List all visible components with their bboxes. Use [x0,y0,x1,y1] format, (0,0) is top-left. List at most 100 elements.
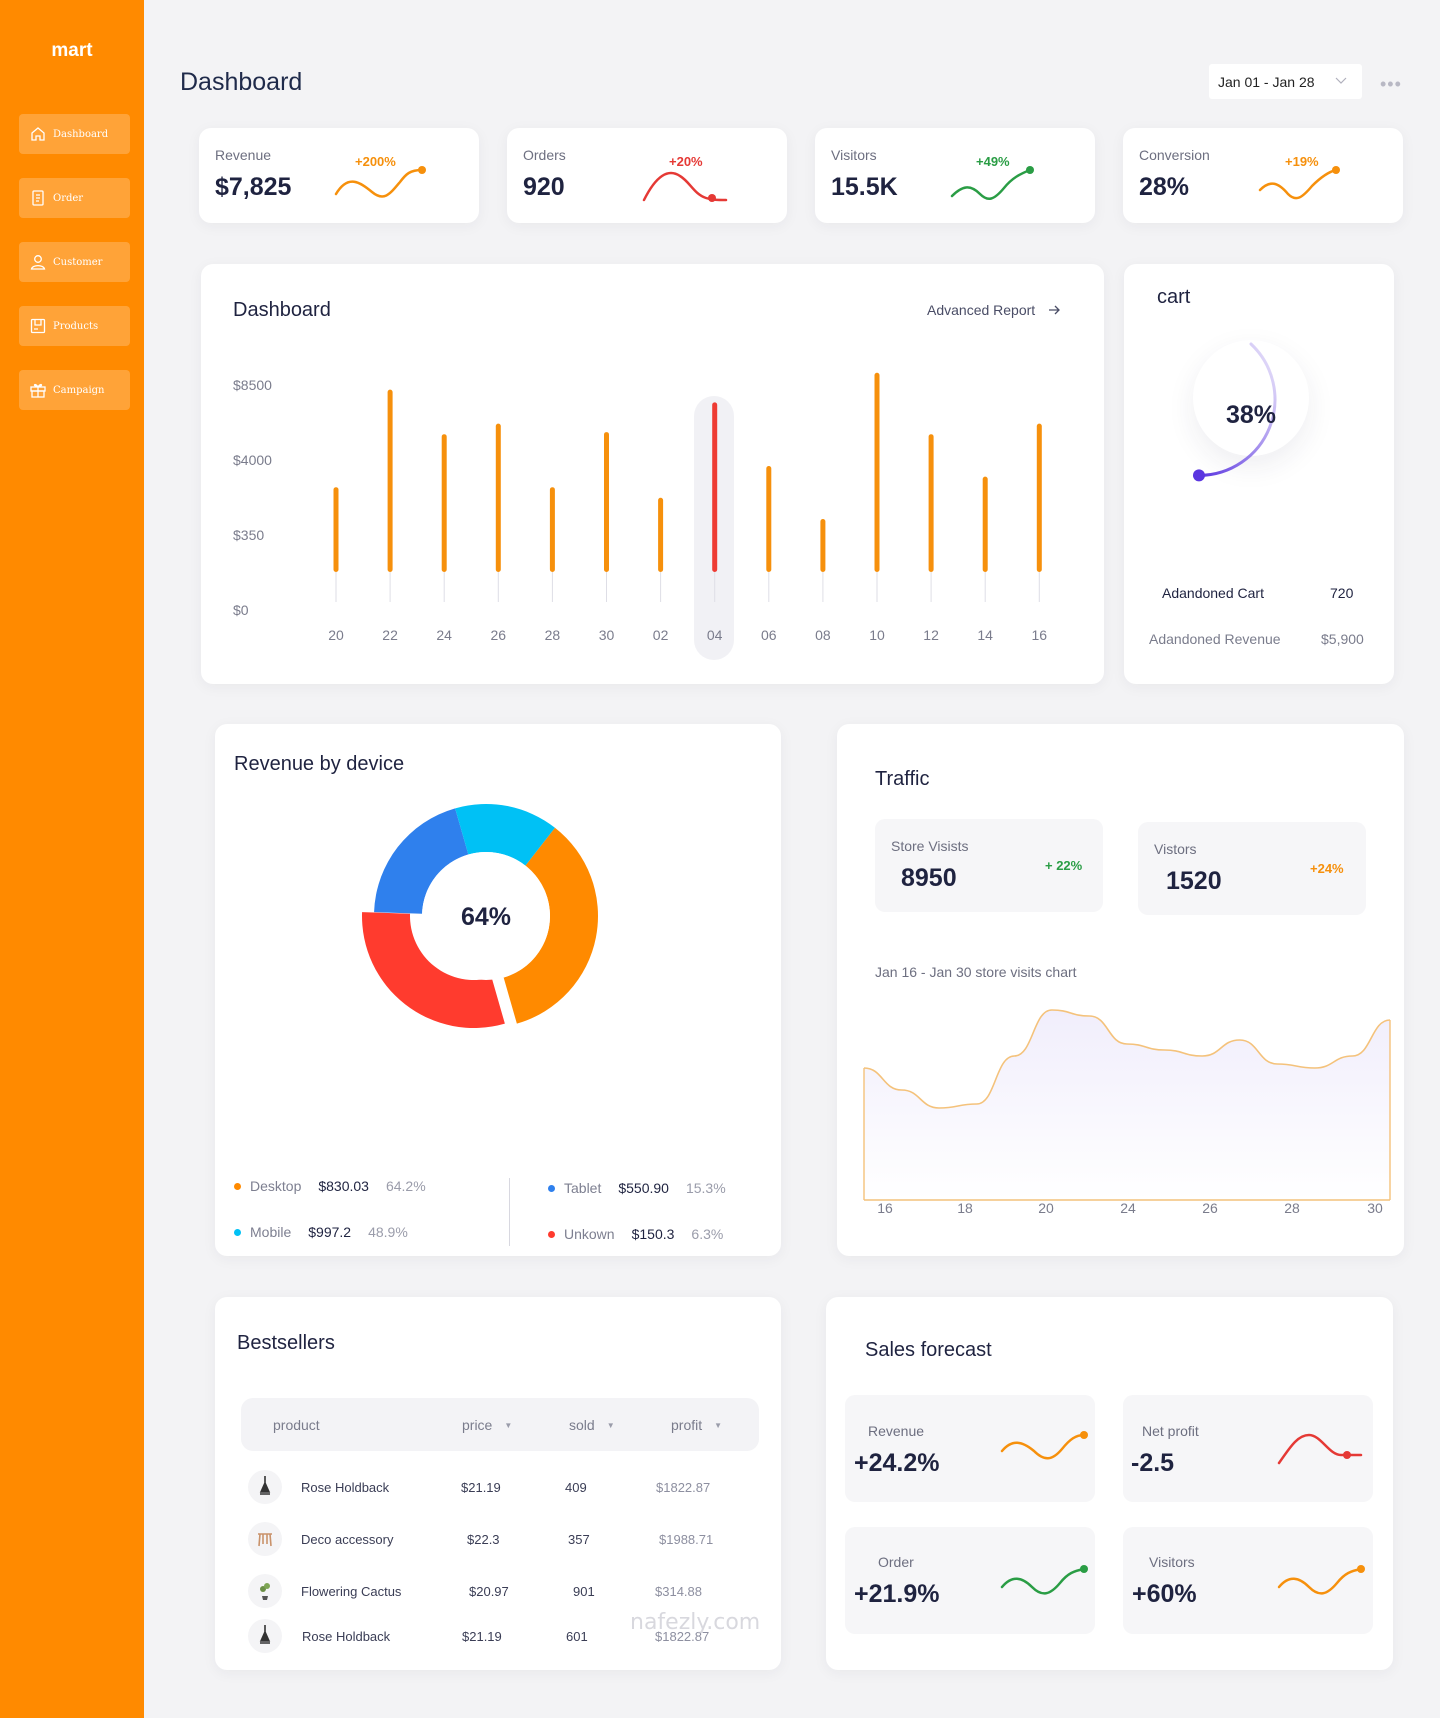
row-price: $22.3 [467,1532,500,1547]
legend-percent: 64.2% [385,1178,426,1194]
column-header-product[interactable]: product [273,1417,320,1433]
x-tick-label: 28 [1284,1200,1300,1216]
sales-forecast-title: Sales forecast [865,1339,992,1361]
bar-20[interactable] [333,487,339,572]
stat-value: $7,825 [215,173,292,201]
legend-value: $830.03 [318,1178,369,1194]
sidebar-item-label: Campaign [53,384,105,396]
forecast-card-order: Order +21.9% [845,1527,1095,1634]
column-header-profit[interactable]: profit ▼ [671,1417,722,1433]
donut-slice-desktop[interactable] [503,827,598,1024]
bar-04[interactable] [712,402,718,572]
legend-value: $150.3 [631,1226,675,1242]
cart-gauge-center [1193,340,1309,456]
legend-dot [234,1228,241,1236]
sparkline [1000,1431,1088,1460]
stat-value: 15.5K [831,173,898,201]
abandoned-revenue-label: Adandoned Revenue [1149,631,1281,647]
product-thumbnail [248,1574,282,1608]
column-header-price[interactable]: price ▼ [462,1417,512,1433]
sparkline [642,171,728,202]
stat-value: 920 [523,173,565,201]
column-header-sold[interactable]: sold ▼ [569,1417,615,1433]
sidebar-item-label: Order [53,192,84,204]
date-range-picker[interactable]: Jan 01 - Jan 28 [1209,64,1362,99]
sort-caret-icon: ▼ [606,1420,615,1430]
stat-value: 28% [1139,173,1190,201]
store-visits-card: Store Visists 8950 + 22% [875,819,1103,912]
visitors-card: Vistors 1520 +24% [1138,822,1366,915]
bar-06[interactable] [766,466,772,572]
sparkline [1000,1565,1088,1595]
x-tick-label: 30 [598,627,615,643]
column-header-label: sold [569,1417,595,1433]
donut-chart [362,804,598,1028]
legend-percent: 48.9% [368,1224,408,1240]
more-options-icon[interactable]: ••• [1380,74,1402,94]
legend-tablet: Tablet $550.90 15.3% [548,1180,726,1196]
document-icon [32,190,44,206]
advanced-report-link[interactable]: Advanced Report [927,302,1061,318]
table-header [241,1398,759,1451]
app-logo: mart [51,40,93,61]
bar-24[interactable] [441,434,447,572]
donut-slice-unkown[interactable] [362,912,505,1028]
donut-slice-tablet[interactable] [374,808,469,914]
forecast-value: +24.2% [854,1449,940,1477]
product-thumbnail [248,1619,282,1653]
sidebar: mart Dashboard Order Customer Products C… [0,0,144,1718]
bar-16[interactable] [1036,423,1042,572]
donut-center-label: 64% [460,903,512,931]
x-tick-label: 10 [869,627,885,643]
cart-percent: 38% [1225,401,1277,429]
visitors-value: 1520 [1166,867,1222,895]
bar-30[interactable] [604,432,609,572]
x-tick-label: 16 [1031,627,1048,643]
row-product[interactable]: Deco accessory [301,1532,394,1547]
row-product[interactable]: Rose Holdback [302,1629,391,1644]
x-tick-label: 22 [382,627,398,643]
stat-card-revenue: Revenue $7,825 +200% [199,128,479,223]
bar-28[interactable] [549,487,555,572]
sidebar-item-order[interactable]: Order [19,178,130,218]
bar-02[interactable] [658,497,664,572]
sidebar-item-label: Products [53,320,99,332]
stat-change: +19% [1285,154,1319,169]
forecast-value: +60% [1132,1580,1197,1608]
row-sold: 409 [565,1480,587,1495]
row-product[interactable]: Flowering Cactus [301,1584,402,1599]
legend-name: Mobile [250,1224,292,1240]
bestsellers-card [215,1297,781,1670]
bar-12[interactable] [928,434,934,572]
x-tick-label: 20 [328,627,344,643]
bar-08[interactable] [820,519,826,572]
x-tick-label: 16 [877,1200,893,1216]
stat-label: Revenue [215,147,272,163]
sidebar-item-dashboard[interactable]: Dashboard [19,114,130,154]
x-tick-label: 24 [436,627,452,643]
bar-14[interactable] [982,476,988,572]
bar-26[interactable] [495,423,501,572]
donut-slice-mobile[interactable] [455,804,555,866]
row-product[interactable]: Rose Holdback [301,1480,390,1495]
visitors-change: +24% [1310,861,1344,876]
row-price: $21.19 [461,1480,501,1495]
y-tick-label: $8500 [233,377,272,393]
store-visits-label: Store Visists [891,838,969,854]
page-title: Dashboard [180,68,303,96]
bar-10[interactable] [874,372,880,572]
legend-percent: 6.3% [691,1226,724,1242]
sidebar-item-campaign[interactable]: Campaign [19,370,130,410]
y-tick-label: $350 [233,527,265,543]
stat-change: +200% [355,154,396,169]
bar-22[interactable] [387,389,393,572]
x-tick-label: 12 [923,627,939,643]
forecast-label: Order [878,1554,914,1570]
sidebar-item-label: Dashboard [53,128,109,140]
y-tick-label: $0 [233,602,249,618]
stat-change: +49% [976,154,1010,169]
sidebar-item-customer[interactable]: Customer [19,242,130,282]
legend-unknown: Unkown $150.3 6.3% [548,1226,723,1242]
sidebar-item-products[interactable]: Products [19,306,130,346]
